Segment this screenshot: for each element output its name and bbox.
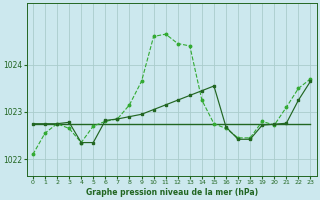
X-axis label: Graphe pression niveau de la mer (hPa): Graphe pression niveau de la mer (hPa) <box>86 188 258 197</box>
